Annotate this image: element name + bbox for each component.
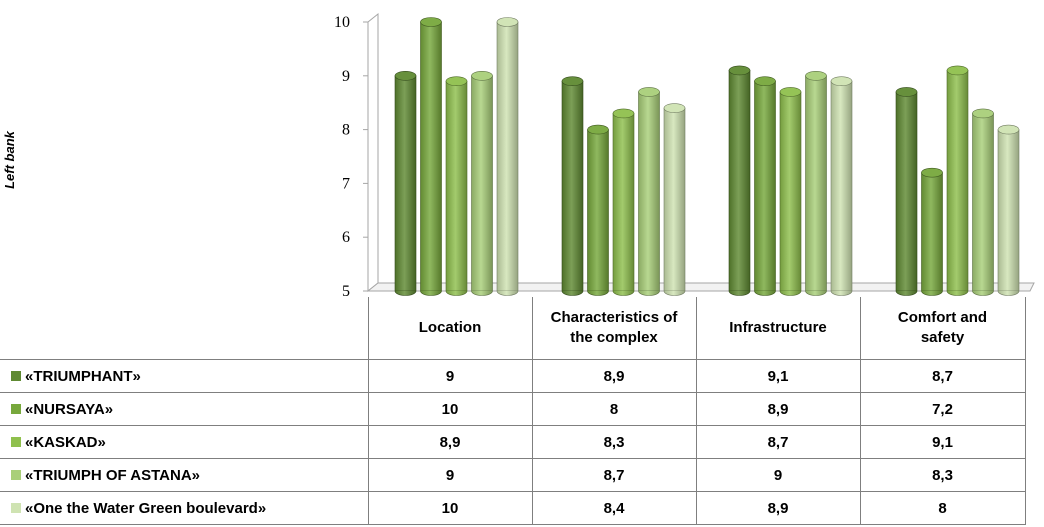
table-row: «TRIUMPHANT» 9 8,9 9,1 8,7 [0,359,1026,393]
data-label: 8,9 [367,425,533,459]
back-wall [367,12,379,293]
data-label: 8,7 [859,359,1026,393]
legend-entry: «TRIUMPHANT» [0,359,368,393]
data-label: 9,1 [859,425,1026,459]
legend-entry: «KASKAD» [0,425,368,459]
table-row: «One the Water Green boulevard» 10 8,4 8,9 8 [0,491,1026,525]
bar [779,87,802,296]
y-tick-label: 8 [342,122,350,139]
bar [663,103,686,296]
category-header: Infrastructure [695,297,861,360]
bar [496,17,519,296]
bar [805,71,827,296]
data-label: 9 [367,359,533,393]
data-label: 8,9 [695,491,861,525]
category-header: Comfort and safety [859,297,1026,360]
bar [445,76,468,296]
data-label: 8,9 [695,392,861,426]
bar [471,71,493,296]
legend-swatch [11,403,21,414]
bar [754,76,776,296]
data-label: 7,2 [859,392,1026,426]
bar [561,76,584,296]
legend-entry: «TRIUMPH OF ASTANA» [0,458,368,492]
chart-plot: Left bank 5 6 7 8 9 10 [2,12,1035,300]
data-label: 8,7 [531,458,697,492]
y-tick-label: 9 [342,68,350,85]
table-row: «KASKAD» 8,9 8,3 8,7 9,1 [0,425,1026,459]
legend-label: «One the Water Green boulevard» [25,499,267,517]
bar [972,108,994,296]
y-axis-label: Left bank [2,130,17,189]
bar [921,167,943,296]
table-row: «NURSAYA» 10 8 8,9 7,2 [0,392,1026,426]
data-label: 8 [531,392,697,426]
data-label: 8,9 [531,359,697,393]
data-label: 10 [367,491,533,525]
y-tick-label: 5 [342,283,350,300]
bar [612,108,635,296]
y-axis-ticks: 5 6 7 8 9 10 [334,14,368,300]
data-label: 8 [859,491,1026,525]
legend-swatch [11,370,21,381]
data-label: 9 [695,458,861,492]
bar [394,71,417,296]
bar [830,76,853,296]
data-label: 8,4 [531,491,697,525]
data-label: 9,1 [695,359,861,393]
table-row: «TRIUMPH OF ASTANA» 9 8,7 9 8,3 [0,458,1026,492]
data-label: 9 [367,458,533,492]
data-label: 8,3 [531,425,697,459]
y-tick-label: 6 [342,229,350,246]
legend-label: «TRIUMPH OF ASTANA» [25,466,201,484]
legend-label: «KASKAD» [25,433,106,451]
bar [997,124,1020,296]
data-label: 8,7 [695,425,861,459]
bar [638,87,660,296]
legend-entry: «One the Water Green boulevard» [0,491,368,525]
data-label: 10 [367,392,533,426]
legend-swatch [11,469,21,480]
legend-label: «NURSAYA» [25,400,114,418]
legend-swatch [11,502,21,513]
data-label: 8,3 [859,458,1026,492]
table-corner [0,297,368,360]
bar [728,65,751,296]
data-table: Location Characteristics of the complex … [0,297,1026,525]
legend-entry: «NURSAYA» [0,392,368,426]
bar [587,124,609,296]
legend-swatch [11,436,21,447]
bar [946,65,969,296]
y-tick-label: 10 [334,14,350,31]
category-header: Characteristics of the complex [531,297,697,360]
table-header-row: Location Characteristics of the complex … [0,297,1026,360]
category-header: Location [367,297,533,360]
y-tick-label: 7 [342,175,350,192]
bars [394,17,1020,296]
bar [895,87,918,296]
legend-label: «TRIUMPHANT» [25,367,141,385]
bar [420,17,442,296]
